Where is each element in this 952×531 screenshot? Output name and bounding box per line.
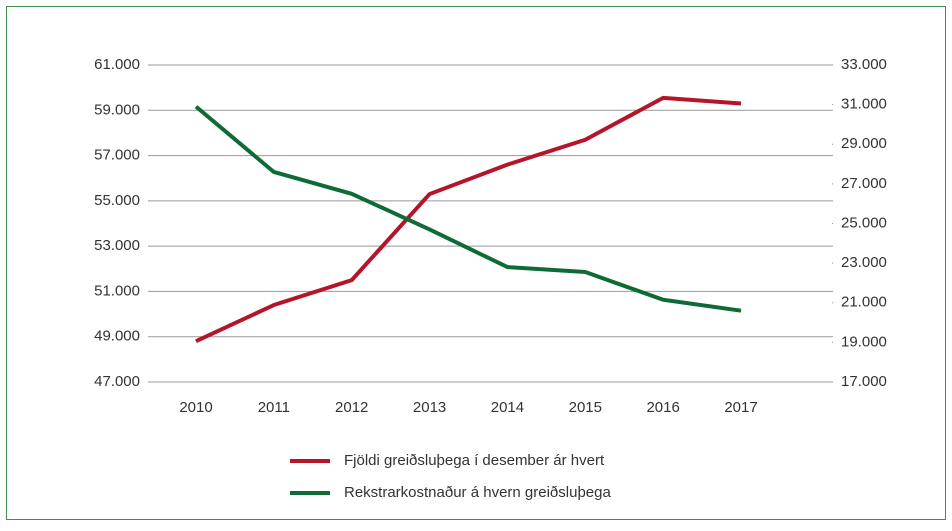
y-tick-label: 59.000 (94, 101, 140, 118)
x-tick-label: 2016 (646, 399, 679, 416)
x-tick-label: 2014 (491, 399, 524, 416)
y-tick-label: 61.000 (94, 56, 140, 73)
y2-tick-label: 27.000 (841, 175, 887, 192)
y-tick-label: 51.000 (94, 282, 140, 299)
y2-tick-label: 17.000 (841, 373, 887, 390)
y2-tick-label: 25.000 (841, 214, 887, 231)
y2-tick-label: 29.000 (841, 135, 887, 152)
y-tick-label: 55.000 (94, 192, 140, 209)
x-tick-label: 2010 (179, 399, 212, 416)
y2-tick-label: 19.000 (841, 333, 887, 350)
y2-tick-label: 31.000 (841, 96, 887, 113)
legend-label: Fjöldi greiðsluþega í desember ár hvert (344, 452, 605, 469)
frame (6, 6, 946, 520)
x-tick-label: 2013 (413, 399, 446, 416)
x-tick-label: 2011 (258, 399, 290, 416)
y-tick-label: 49.000 (94, 328, 140, 345)
legend-label: Rekstrarkostnaður á hvern greiðsluþega (344, 484, 611, 501)
x-tick-label: 2017 (724, 399, 757, 416)
y-tick-label: 57.000 (94, 147, 140, 164)
y2-tick-label: 33.000 (841, 56, 887, 73)
y-tick-label: 53.000 (94, 237, 140, 254)
series-line (195, 95, 742, 344)
series-line (194, 105, 742, 313)
y-tick-label: 47.000 (94, 373, 140, 390)
y2-tick-label: 23.000 (841, 254, 887, 271)
y2-tick-label: 21.000 (841, 294, 887, 311)
x-tick-label: 2015 (569, 399, 602, 416)
x-tick-label: 2012 (335, 399, 368, 416)
